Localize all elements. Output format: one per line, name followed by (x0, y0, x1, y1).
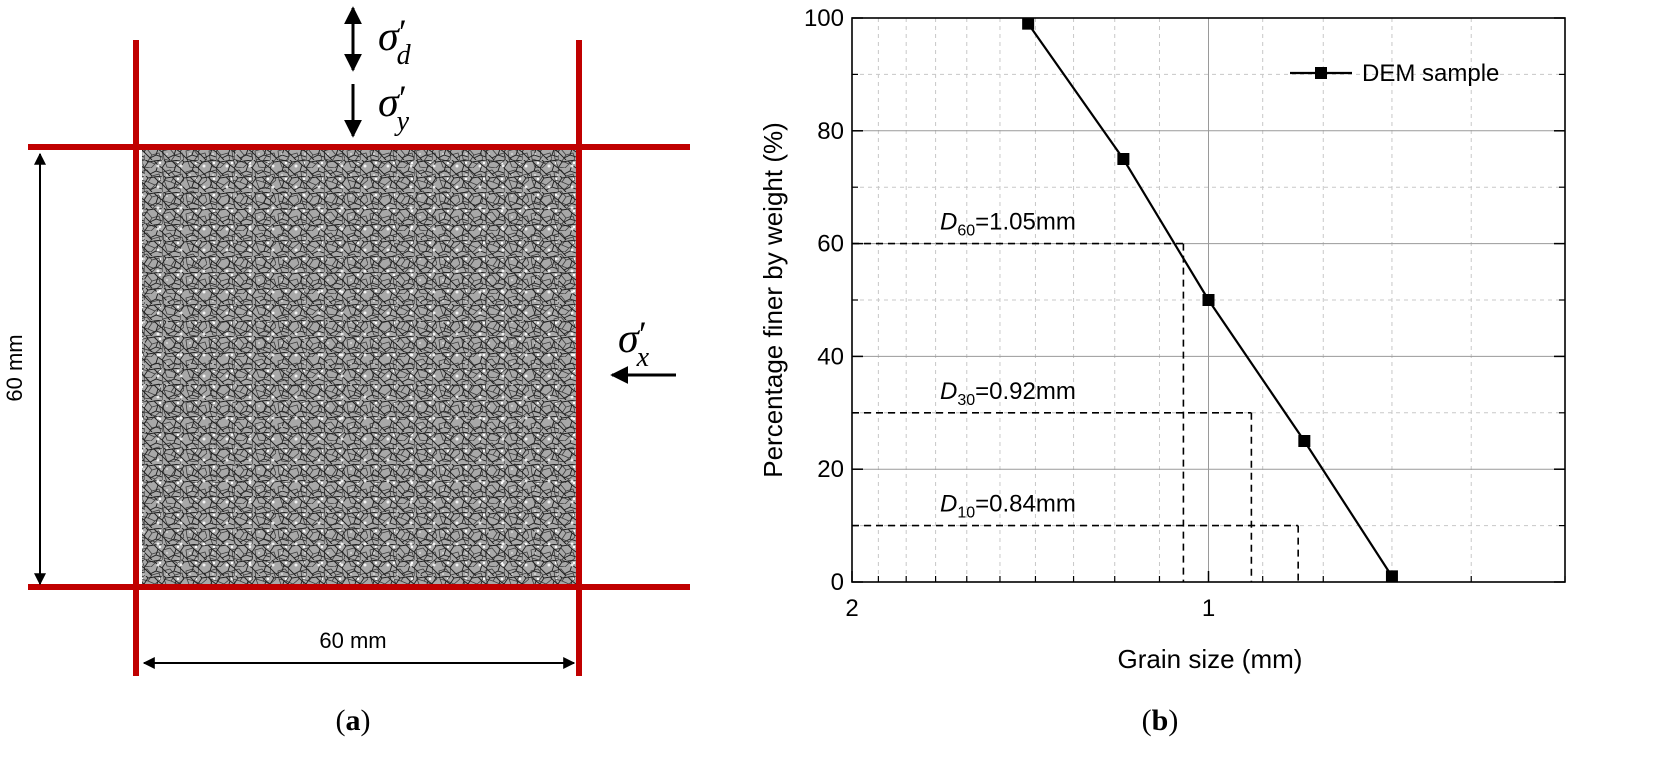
chart-legend: DEM sample (1290, 60, 1499, 87)
panel-a: 60 mm 60 mm σ′ d σ′ y σ′ x (a) (2, 6, 690, 737)
caption-a: (a) (336, 704, 371, 737)
stress-label-x: σ′ x (618, 314, 650, 373)
annotation-label: D10=0.84mm (940, 491, 1076, 522)
data-point (1022, 17, 1035, 30)
data-point (1117, 153, 1130, 165)
chart-guide-lines (852, 242, 1299, 582)
y-tick-label: 100 (804, 5, 844, 32)
dimension-label-vertical: 60 mm (2, 334, 27, 401)
data-point (1385, 570, 1398, 583)
legend-label: DEM sample (1362, 60, 1499, 87)
chart-x-axis-label: Grain size (mm) (1118, 644, 1303, 674)
boundary-walls (28, 40, 690, 676)
granular-sample-overlay (142, 150, 576, 584)
y-tick-label: 60 (817, 231, 844, 258)
chart-ticks: 2 1 0 20 40 60 80 100 (804, 5, 1566, 622)
y-tick-label: 80 (817, 118, 844, 145)
x-tick-label: 2 (845, 595, 858, 622)
legend-marker (1315, 67, 1327, 79)
data-point (1298, 435, 1311, 447)
panel-b: 2 1 0 20 40 60 80 100 D60=1.05mm D30=0.92mm D10=0… (758, 5, 1566, 737)
stress-label-d: σ′ d (378, 12, 412, 71)
chart-annotations: D60=1.05mm D30=0.92mm D10=0.84mm (940, 209, 1076, 522)
dimension-label-horizontal: 60 mm (319, 628, 386, 653)
annotation-label: D30=0.92mm (940, 378, 1076, 409)
y-tick-label: 20 (817, 456, 844, 483)
chart-y-axis-label: Percentage finer by weight (%) (758, 122, 788, 478)
data-point (1202, 294, 1215, 306)
stress-label-y: σ′ y (378, 78, 410, 137)
chart-series (1022, 17, 1398, 583)
y-tick-label: 0 (831, 569, 844, 596)
annotation-label: D60=1.05mm (940, 209, 1076, 240)
x-tick-label: 1 (1202, 595, 1215, 622)
y-tick-label: 40 (817, 343, 844, 370)
caption-b: (b) (1142, 704, 1179, 737)
